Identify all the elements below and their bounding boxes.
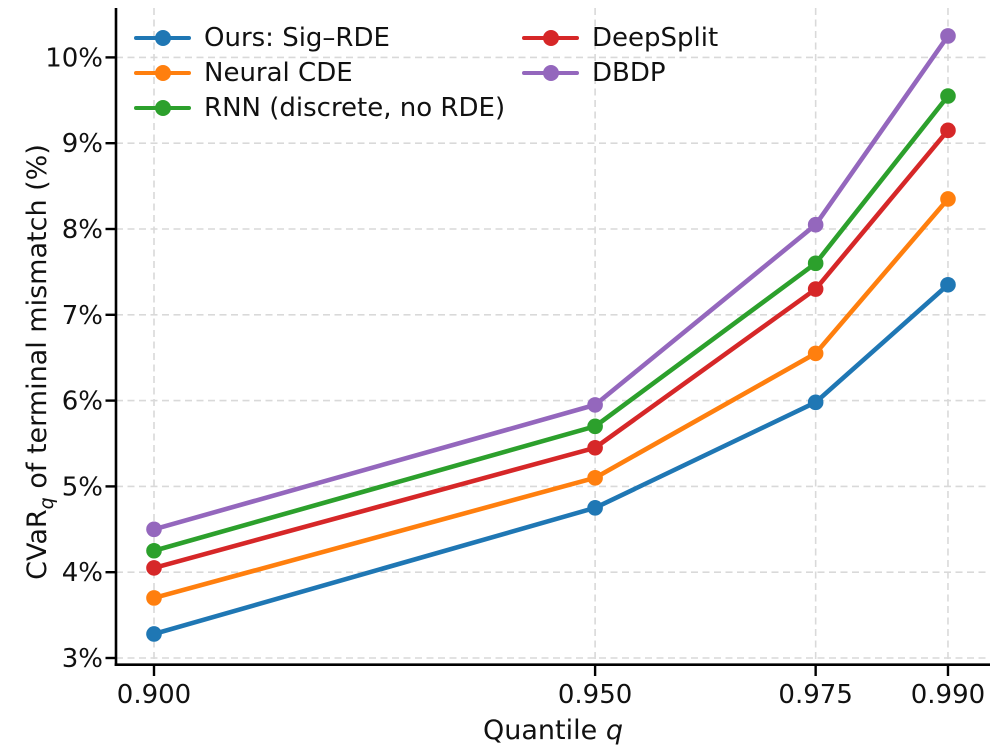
legend-label: Neural CDE xyxy=(204,58,353,88)
data-point xyxy=(587,418,603,435)
data-point xyxy=(146,626,162,642)
data-point xyxy=(146,542,162,559)
y-tick-label: 6% xyxy=(62,387,103,417)
data-point xyxy=(146,560,162,576)
y-tick-label: 10% xyxy=(45,43,103,73)
data-point xyxy=(146,521,162,538)
x-tick-label: 0.950 xyxy=(558,680,632,710)
series-line xyxy=(151,196,951,601)
y-tick-label: 3% xyxy=(62,644,103,674)
data-point xyxy=(587,439,603,456)
data-point xyxy=(807,394,824,411)
data-point xyxy=(940,88,956,104)
data-point xyxy=(807,255,824,272)
y-axis-title: CVaRq of terminal mismatch (%) xyxy=(22,144,58,580)
legend-item-deepsplit: DeepSplit xyxy=(522,23,718,53)
data-point xyxy=(940,28,956,44)
x-tick-label: 0.975 xyxy=(778,680,852,710)
legend-label: RNN (discrete, no RDE) xyxy=(204,93,506,123)
data-point xyxy=(807,281,824,297)
legend-line-marker-swatch xyxy=(134,58,191,88)
legend-item-rnn: RNN (discrete, no RDE) xyxy=(134,93,505,123)
x-axis-title-text: Quantile xyxy=(483,715,606,746)
series-line xyxy=(151,128,951,571)
x-tick-label: 0.900 xyxy=(117,680,191,710)
legend-line-marker-swatch xyxy=(522,23,579,53)
legend-label: DeepSplit xyxy=(592,23,719,53)
series-line xyxy=(151,33,951,532)
legend-line-marker-swatch xyxy=(522,58,579,88)
y-axis-title-prefix: CVaR xyxy=(22,509,53,580)
x-axis-title: Quantile q xyxy=(483,715,623,746)
legend-item-dbdp: DBDP xyxy=(522,58,666,88)
data-point xyxy=(807,345,824,362)
data-point xyxy=(940,276,956,293)
y-tick-label: 7% xyxy=(62,301,103,331)
y-tick-label: 4% xyxy=(62,558,103,588)
y-tick-label: 5% xyxy=(62,472,103,502)
legend-label: Ours: Sig–RDE xyxy=(204,23,390,53)
series-line xyxy=(151,282,951,637)
data-point xyxy=(587,397,603,413)
legend-line-marker-swatch xyxy=(134,93,191,123)
x-axis-title-italic-q: q xyxy=(606,715,623,746)
data-point xyxy=(807,216,824,233)
y-tick-label: 8% xyxy=(62,215,103,245)
series-line xyxy=(151,93,951,554)
legend-item-neural-cde: Neural CDE xyxy=(134,58,353,88)
data-point xyxy=(940,122,956,139)
y-tick-label: 9% xyxy=(62,129,103,159)
y-axis-title-subscript: q xyxy=(36,497,58,509)
x-tick-label: 0.990 xyxy=(911,680,985,710)
data-point xyxy=(587,500,603,516)
data-point xyxy=(940,191,956,207)
legend-line-marker-swatch xyxy=(134,23,191,53)
data-point xyxy=(146,590,162,606)
data-point xyxy=(587,470,603,486)
legend-item-sig-rde: Ours: Sig–RDE xyxy=(134,23,390,53)
y-axis-title-suffix: of terminal mismatch (%) xyxy=(22,144,53,497)
legend-label: DBDP xyxy=(592,58,666,88)
